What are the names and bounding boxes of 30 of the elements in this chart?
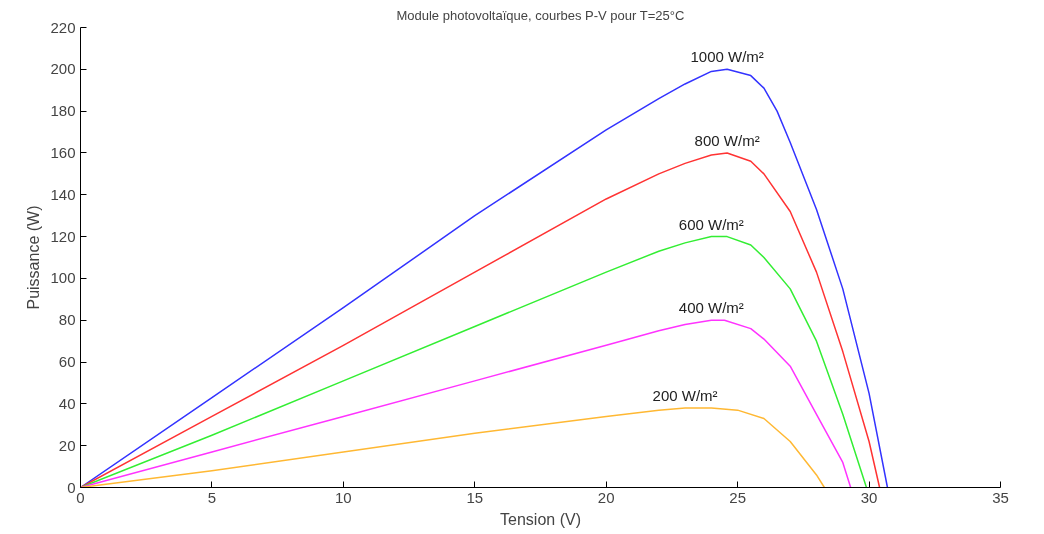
y-tick-label: 160 bbox=[50, 143, 76, 161]
y-axis-title: Puissance (W) bbox=[25, 205, 43, 310]
y-tick-label: 100 bbox=[50, 269, 76, 287]
series-label: 600 W/m² bbox=[678, 215, 744, 233]
line-series bbox=[80, 407, 826, 488]
x-tick-label: 5 bbox=[207, 488, 217, 506]
x-tick-label: 30 bbox=[860, 488, 878, 506]
line-series bbox=[80, 235, 868, 488]
y-tick-label: 140 bbox=[50, 185, 76, 203]
line-series bbox=[80, 319, 852, 488]
series-label: 1000 W/m² bbox=[690, 48, 764, 66]
y-tick-label: 220 bbox=[50, 18, 76, 36]
x-tick-label: 10 bbox=[335, 488, 352, 506]
y-tick-label: 60 bbox=[58, 353, 76, 371]
x-tick-label: 20 bbox=[597, 488, 615, 506]
y-tick-label: 200 bbox=[50, 60, 76, 78]
y-tick-label: 40 bbox=[58, 394, 76, 412]
series-label: 400 W/m² bbox=[678, 299, 744, 317]
y-tick-label: 180 bbox=[50, 102, 76, 120]
y-tick-label: 120 bbox=[50, 227, 76, 245]
series-label: 800 W/m² bbox=[694, 131, 760, 149]
x-tick-label: 15 bbox=[466, 488, 484, 506]
x-tick-label: 35 bbox=[992, 488, 1009, 506]
x-tick-label: 25 bbox=[729, 488, 746, 506]
line-series bbox=[80, 68, 889, 488]
series-label: 200 W/m² bbox=[652, 387, 718, 405]
x-axis-title: Tension (V) bbox=[500, 510, 581, 528]
y-tick-label: 20 bbox=[58, 436, 76, 454]
chart-title: Module photovoltaïque, courbes P-V pour T=25°C bbox=[396, 7, 685, 23]
y-tick-label: 80 bbox=[58, 311, 76, 329]
